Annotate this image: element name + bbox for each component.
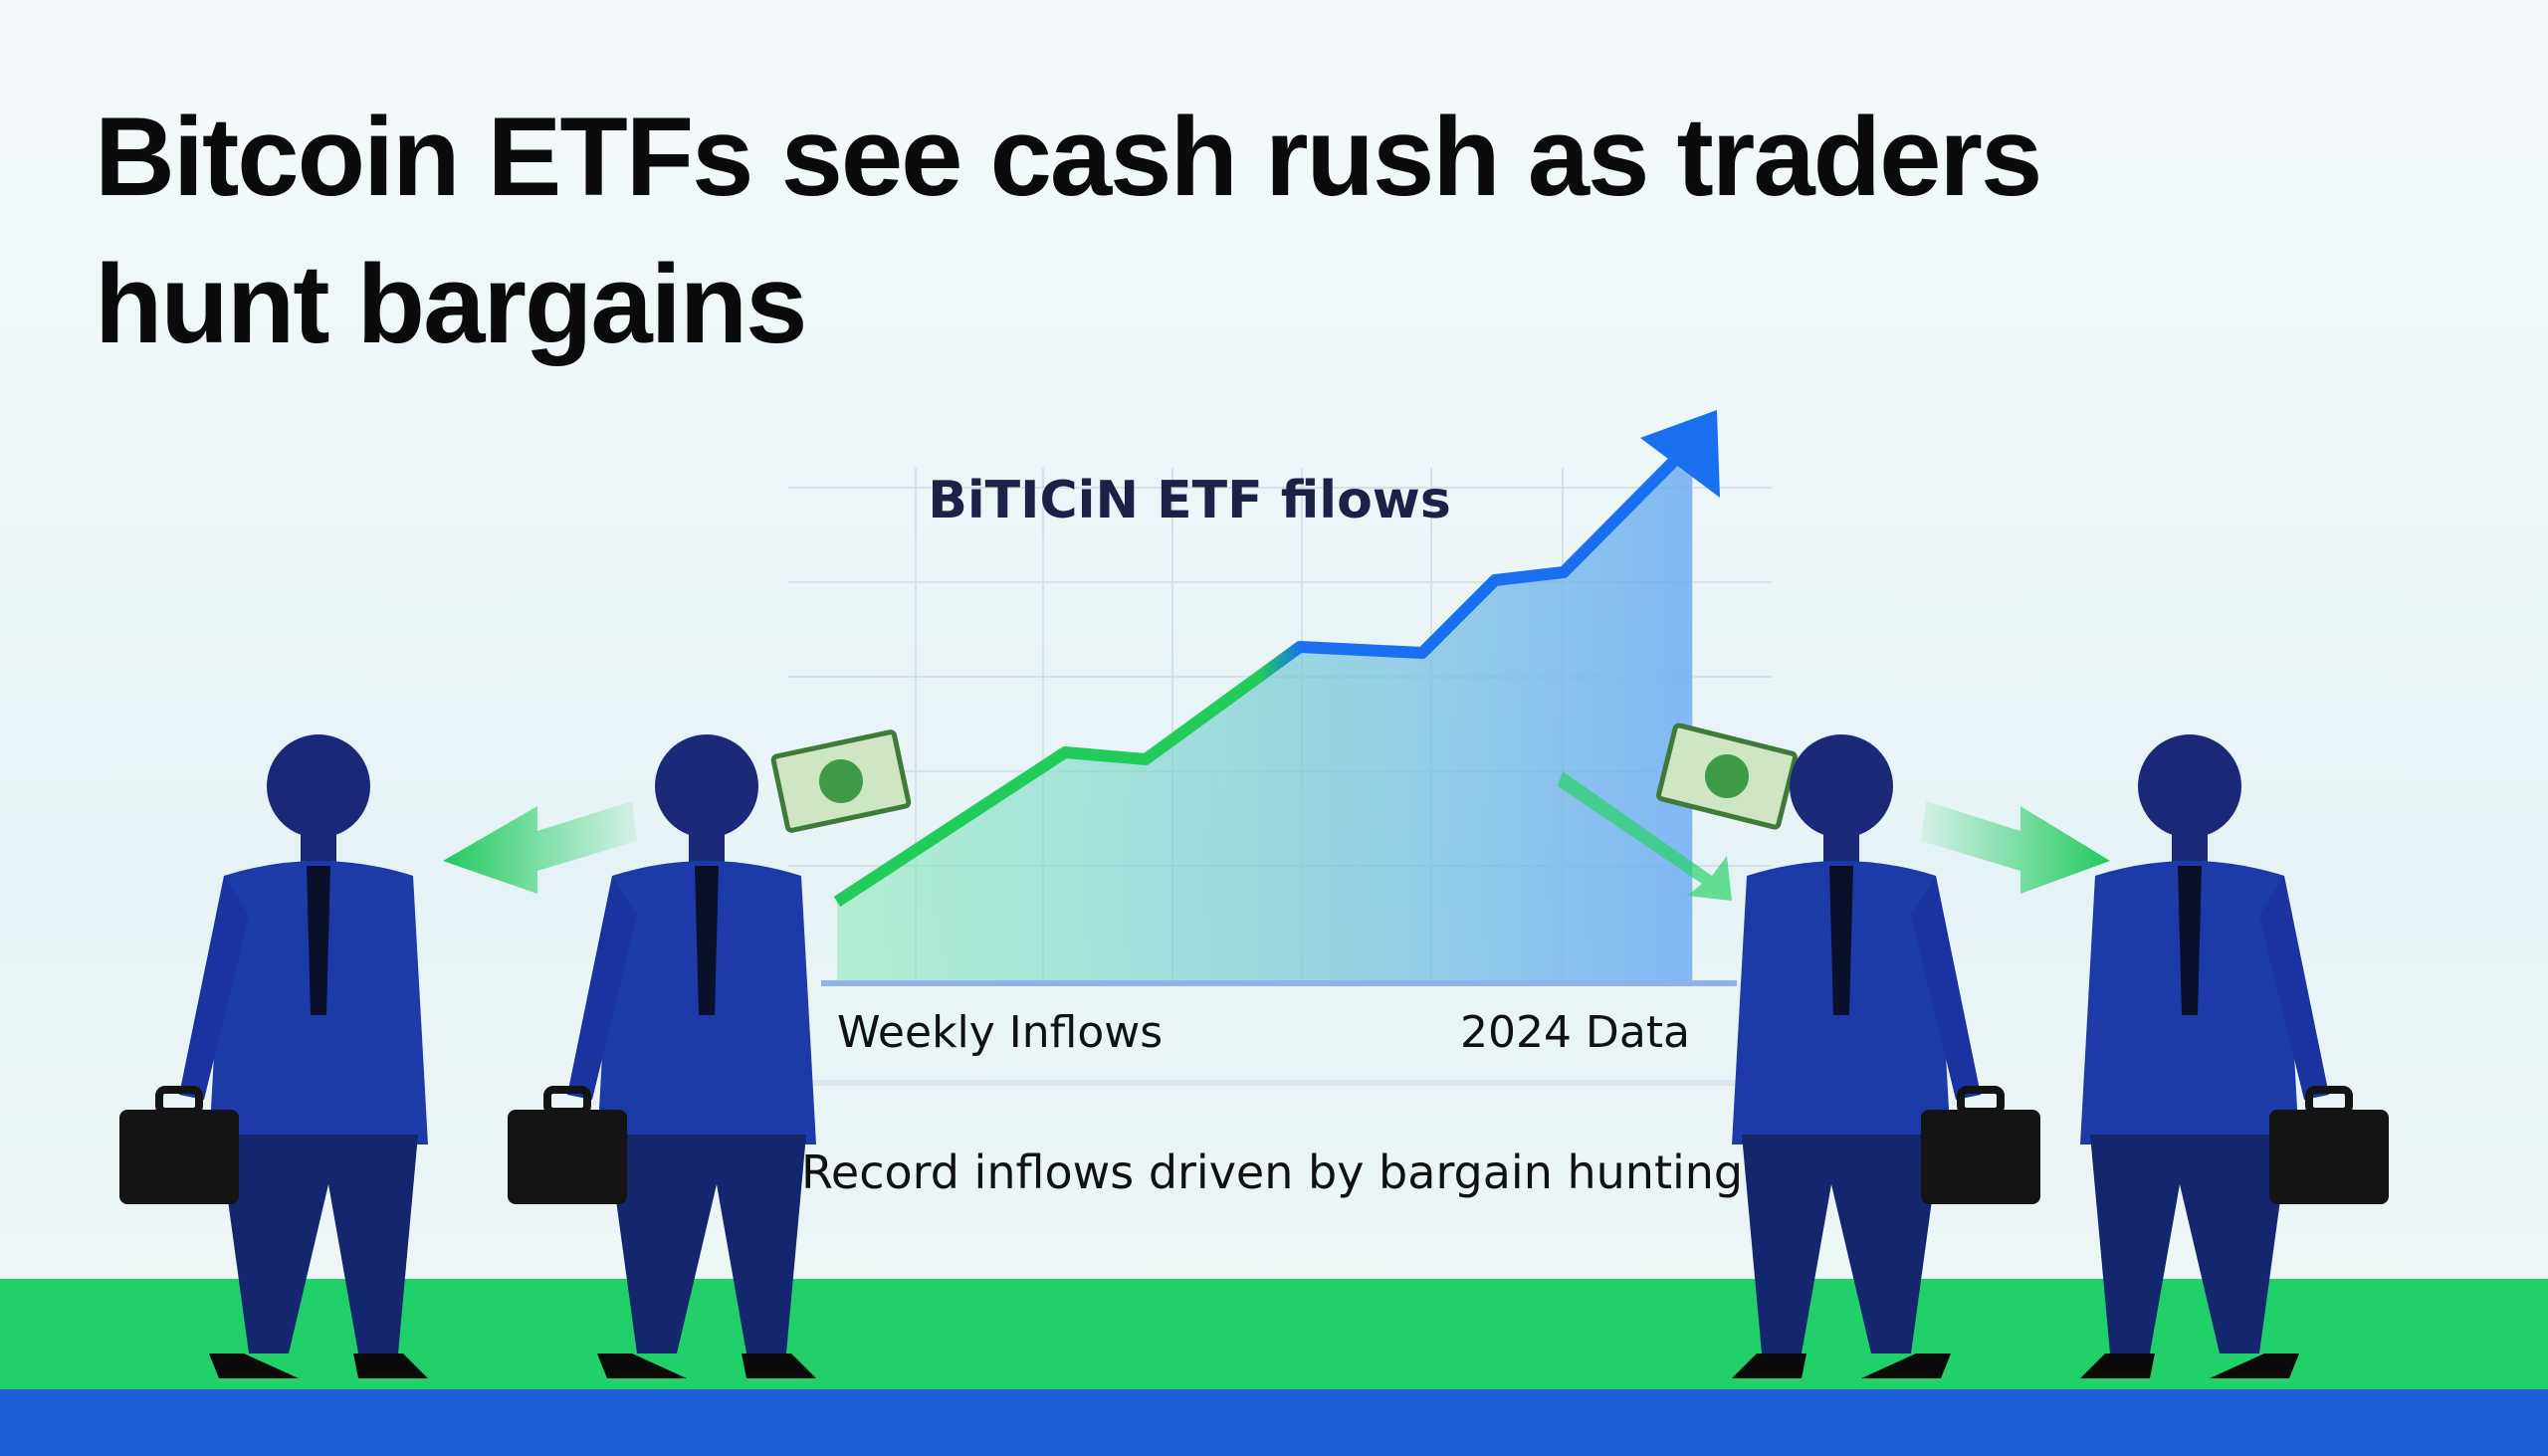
- headline: Bitcoin ETFs see cash rush as traders: [95, 95, 2040, 219]
- axis-label: 2024 Data: [1460, 1007, 1690, 1058]
- caption: Record inflows driven by bargain hunting: [801, 1145, 1743, 1199]
- arrow-down: [1558, 771, 1732, 901]
- arrow-right: [1921, 801, 2110, 894]
- chart-area: [837, 448, 1692, 983]
- ground-base: [0, 1389, 2548, 1456]
- chart-arrowhead: [1640, 410, 1720, 498]
- axis-label: Weekly Inflows: [837, 1007, 1163, 1058]
- divider: [788, 1080, 1744, 1086]
- arrow-left: [443, 801, 637, 894]
- chart-line: [833, 448, 1687, 908]
- headline: hunt bargains: [95, 242, 805, 366]
- chart-title: BiTICiN ETF filows: [928, 471, 1451, 530]
